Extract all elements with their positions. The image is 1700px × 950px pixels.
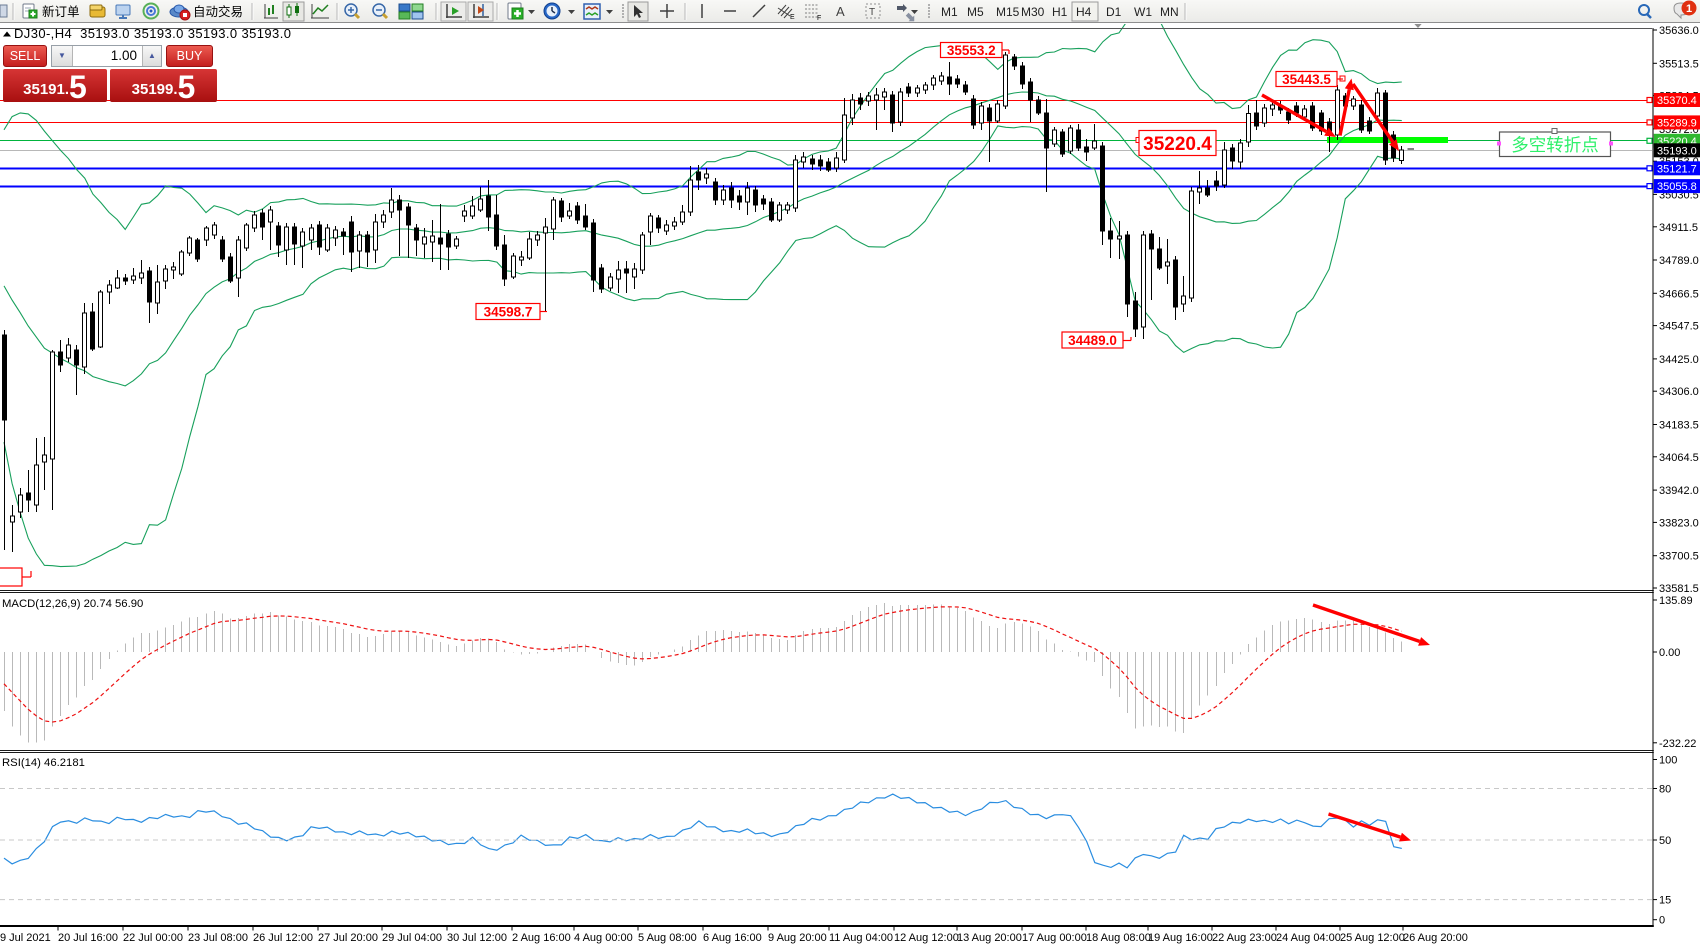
svg-text:T: T bbox=[869, 7, 875, 18]
svg-text:9 Aug 20:00: 9 Aug 20:00 bbox=[768, 932, 827, 944]
svg-text:34911.5: 34911.5 bbox=[1659, 222, 1698, 234]
svg-text:35220.4: 35220.4 bbox=[1143, 134, 1212, 155]
svg-text:M5: M5 bbox=[967, 5, 984, 19]
svg-text:23 Jul 08:00: 23 Jul 08:00 bbox=[188, 932, 248, 944]
svg-text:27 Jul 20:00: 27 Jul 20:00 bbox=[318, 932, 378, 944]
svg-text:22 Aug 23:00: 22 Aug 23:00 bbox=[1212, 932, 1277, 944]
svg-text:33823.0: 33823.0 bbox=[1659, 517, 1699, 529]
svg-text:35370.4: 35370.4 bbox=[1657, 95, 1697, 107]
svg-text:2 Aug 16:00: 2 Aug 16:00 bbox=[512, 932, 571, 944]
svg-text:9 Jul 2021: 9 Jul 2021 bbox=[0, 932, 51, 944]
svg-text:M1: M1 bbox=[941, 5, 958, 19]
svg-text:33942.0: 33942.0 bbox=[1659, 485, 1699, 497]
svg-text:4 Aug 00:00: 4 Aug 00:00 bbox=[574, 932, 633, 944]
svg-text:F: F bbox=[817, 15, 821, 22]
svg-text:22 Jul 00:00: 22 Jul 00:00 bbox=[123, 932, 183, 944]
svg-text:34425.0: 34425.0 bbox=[1659, 354, 1699, 366]
svg-text:12 Aug 12:00: 12 Aug 12:00 bbox=[894, 932, 959, 944]
svg-text:5 Aug 08:00: 5 Aug 08:00 bbox=[638, 932, 697, 944]
svg-text:135.89: 135.89 bbox=[1659, 595, 1693, 607]
svg-text:29 Jul 04:00: 29 Jul 04:00 bbox=[382, 932, 442, 944]
svg-text:0.00: 0.00 bbox=[1659, 647, 1680, 659]
svg-text:自动交易: 自动交易 bbox=[193, 4, 243, 19]
svg-text:33700.5: 33700.5 bbox=[1659, 551, 1699, 563]
svg-text:MN: MN bbox=[1160, 5, 1179, 19]
svg-text:33581.5: 33581.5 bbox=[1659, 583, 1699, 595]
svg-text:D1: D1 bbox=[1106, 5, 1122, 19]
svg-text:100: 100 bbox=[1659, 755, 1677, 767]
svg-text:H4: H4 bbox=[1076, 5, 1092, 19]
svg-text:35289.9: 35289.9 bbox=[1657, 117, 1697, 129]
svg-text:34183.5: 34183.5 bbox=[1659, 420, 1699, 432]
svg-text:34489.0: 34489.0 bbox=[1068, 333, 1117, 348]
svg-text:19 Aug 16:00: 19 Aug 16:00 bbox=[1148, 932, 1213, 944]
svg-text:30 Jul 12:00: 30 Jul 12:00 bbox=[447, 932, 507, 944]
svg-text:26 Jul 12:00: 26 Jul 12:00 bbox=[253, 932, 313, 944]
svg-text:15: 15 bbox=[1659, 895, 1671, 907]
svg-text:80: 80 bbox=[1659, 784, 1671, 796]
svg-text:H1: H1 bbox=[1052, 5, 1068, 19]
svg-text:17 Aug 00:00: 17 Aug 00:00 bbox=[1022, 932, 1087, 944]
svg-text:25 Aug 12:00: 25 Aug 12:00 bbox=[1340, 932, 1405, 944]
svg-text:18 Aug 08:00: 18 Aug 08:00 bbox=[1086, 932, 1151, 944]
svg-text:A: A bbox=[836, 4, 845, 19]
svg-text:35193.0: 35193.0 bbox=[1657, 145, 1697, 157]
svg-text:34547.5: 34547.5 bbox=[1659, 321, 1699, 333]
svg-text:13 Aug 20:00: 13 Aug 20:00 bbox=[957, 932, 1022, 944]
svg-text:50: 50 bbox=[1659, 835, 1671, 847]
svg-text:34666.5: 34666.5 bbox=[1659, 288, 1699, 300]
svg-text:M15: M15 bbox=[996, 5, 1020, 19]
svg-text:35055.8: 35055.8 bbox=[1657, 181, 1697, 193]
svg-text:-232.22: -232.22 bbox=[1659, 738, 1696, 750]
svg-text:0: 0 bbox=[1659, 915, 1665, 927]
svg-text:34598.7: 34598.7 bbox=[484, 304, 533, 319]
svg-text:6 Aug 16:00: 6 Aug 16:00 bbox=[703, 932, 762, 944]
svg-text:35513.5: 35513.5 bbox=[1659, 58, 1699, 70]
svg-text:RSI(14) 46.2181: RSI(14) 46.2181 bbox=[2, 757, 85, 769]
svg-text:24 Aug 04:00: 24 Aug 04:00 bbox=[1276, 932, 1341, 944]
svg-text:35553.2: 35553.2 bbox=[947, 43, 996, 58]
svg-text:34064.5: 34064.5 bbox=[1659, 452, 1699, 464]
svg-text:35121.7: 35121.7 bbox=[1657, 163, 1697, 175]
svg-text:34306.0: 34306.0 bbox=[1659, 386, 1699, 398]
svg-text:DJ30-,H4 35193.0 35193.0 3519: DJ30-,H4 35193.0 35193.0 35193.0 35193.0 bbox=[14, 26, 291, 41]
svg-text:20 Jul 16:00: 20 Jul 16:00 bbox=[58, 932, 118, 944]
svg-text:多空转折点: 多空转折点 bbox=[1511, 135, 1599, 155]
svg-text:新订单: 新订单 bbox=[42, 4, 80, 19]
svg-text:26 Aug 20:00: 26 Aug 20:00 bbox=[1403, 932, 1468, 944]
svg-text:W1: W1 bbox=[1134, 5, 1152, 19]
svg-text:1: 1 bbox=[1686, 3, 1692, 15]
svg-text:35443.5: 35443.5 bbox=[1282, 72, 1331, 87]
svg-text:M30: M30 bbox=[1021, 5, 1045, 19]
svg-text:11 Aug 04:00: 11 Aug 04:00 bbox=[829, 932, 893, 944]
svg-text:E: E bbox=[790, 14, 795, 21]
svg-text:34789.0: 34789.0 bbox=[1659, 255, 1699, 267]
svg-text:35636.0: 35636.0 bbox=[1659, 25, 1699, 37]
svg-text:MACD(12,26,9) 20.74 56.90: MACD(12,26,9) 20.74 56.90 bbox=[2, 598, 143, 610]
